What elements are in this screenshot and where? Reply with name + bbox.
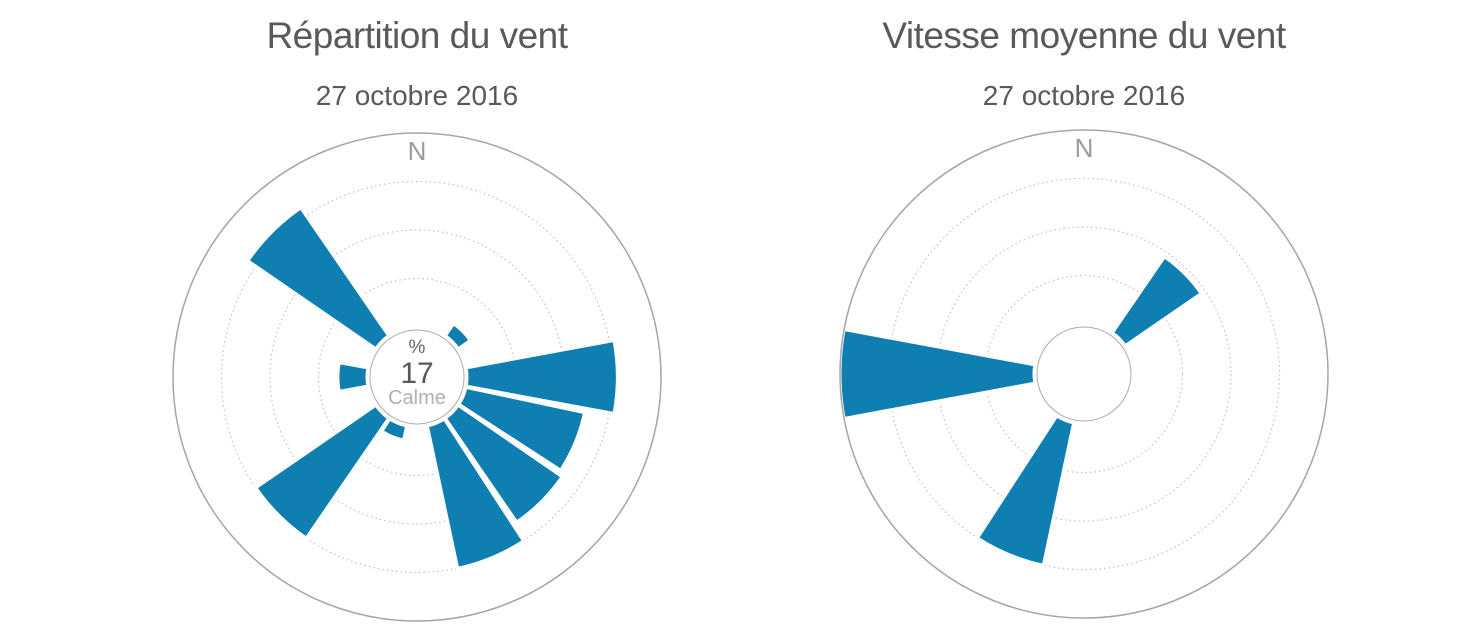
wind-sector-E[interactable] bbox=[464, 338, 619, 416]
gridline-ring bbox=[887, 177, 1281, 571]
gridline-ring bbox=[936, 226, 1232, 522]
wind-sector-SW[interactable] bbox=[253, 403, 391, 541]
page-title: Répartition du vent bbox=[266, 15, 568, 56]
calm-center-circle bbox=[1036, 326, 1132, 422]
wind-sector-ESE[interactable] bbox=[456, 385, 587, 473]
chart-subtitle-date: 27 octobre 2016 bbox=[982, 80, 1186, 111]
wind-sector-NE[interactable] bbox=[443, 321, 473, 351]
calm-center-circle bbox=[369, 329, 465, 425]
page-title: Vitesse moyenne du vent bbox=[882, 15, 1286, 56]
wind-sector-W[interactable] bbox=[336, 360, 370, 394]
wind-sector-SSW[interactable] bbox=[379, 416, 409, 442]
chart-subtitle-date: 27 octobre 2016 bbox=[315, 80, 519, 111]
calm-value-label: 17 bbox=[400, 357, 433, 390]
outer-circle-border bbox=[172, 132, 662, 622]
chart-wind-mean-speed: Vitesse moyenne du vent 27 octobre 2016 … bbox=[824, 0, 1344, 633]
calm-caption-label: Calme bbox=[388, 387, 446, 409]
wind-sector-SSW[interactable] bbox=[975, 413, 1076, 568]
north-axis-label: N bbox=[1075, 133, 1094, 163]
wind-sector-SE[interactable] bbox=[443, 403, 565, 525]
wind-sector-NE[interactable] bbox=[1110, 254, 1204, 348]
wind-sector-SSE[interactable] bbox=[425, 416, 526, 571]
wind-rose-speed-plot: N bbox=[838, 129, 1329, 619]
outer-circle-border bbox=[839, 129, 1329, 619]
wind-sector-NW[interactable] bbox=[245, 205, 391, 351]
north-axis-label: N bbox=[408, 136, 427, 166]
calm-unit-label: % bbox=[409, 337, 426, 358]
chart-wind-distribution: Répartition du vent 27 octobre 2016 % 17 C… bbox=[157, 0, 677, 633]
